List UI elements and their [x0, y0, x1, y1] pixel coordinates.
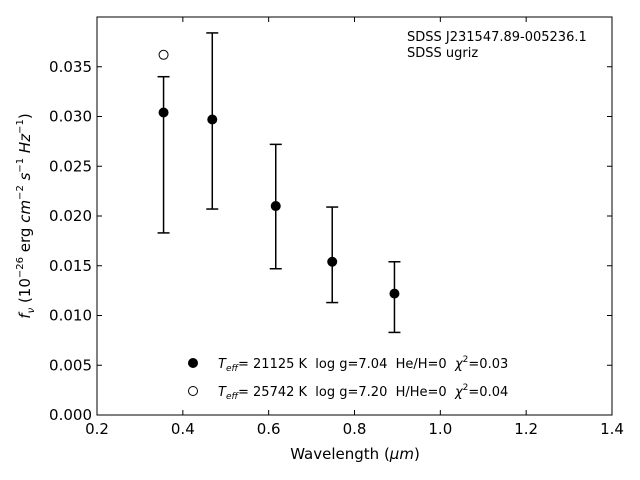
- x-tick-label: 1.4: [600, 420, 624, 438]
- legend-entry-1: Teff= 21125 K log g=7.04 He/H=0 χ2=0.03: [218, 355, 508, 374]
- legend-marker-filled: [188, 358, 198, 368]
- legend-entry-2: Teff= 25742 K log g=7.20 H/He=0 χ2=0.04: [218, 383, 508, 402]
- x-tick-label: 0.4: [171, 420, 195, 438]
- y-tick-label: 0.020: [49, 207, 92, 225]
- y-tick-label: 0.035: [49, 58, 92, 76]
- plot-area: [97, 17, 612, 415]
- y-axis-ticks: 0.000 0.005 0.010 0.015 0.020 0.025 0.030 0.035: [49, 58, 612, 424]
- x-tick-label: 1.0: [428, 420, 452, 438]
- observed-series: [157, 32, 401, 334]
- x-tick-label: 1.2: [514, 420, 538, 438]
- observed-point: [207, 114, 218, 125]
- x-tick-label: 0.2: [85, 420, 109, 438]
- observed-point: [270, 201, 281, 212]
- y-tick-label: 0.000: [49, 406, 92, 424]
- model-series: [158, 49, 169, 60]
- y-tick-label: 0.015: [49, 257, 92, 275]
- model-point: [158, 49, 169, 60]
- x-tick-label: 0.8: [343, 420, 367, 438]
- y-tick-label: 0.005: [49, 356, 92, 374]
- y-axis-label: fν (10−26 erg cm−2 s−1 Hz−1): [15, 113, 37, 318]
- legend-marker-open: [188, 386, 198, 396]
- observed-point: [158, 107, 169, 118]
- observed-point: [389, 288, 400, 299]
- x-tick-label: 0.6: [257, 420, 281, 438]
- y-tick-label: 0.010: [49, 307, 92, 325]
- y-tick-label: 0.030: [49, 108, 92, 126]
- x-axis-label: Wavelength (μm): [290, 445, 420, 463]
- y-tick-label: 0.025: [49, 157, 92, 175]
- observed-point: [327, 256, 338, 267]
- legend: Teff= 21125 K log g=7.04 He/H=0 χ2=0.03 …: [188, 355, 508, 402]
- plot-frame: [96, 16, 613, 416]
- filter-set-annotation: SDSS ugriz: [407, 46, 478, 61]
- object-name-annotation: SDSS J231547.89-005236.1: [407, 30, 587, 45]
